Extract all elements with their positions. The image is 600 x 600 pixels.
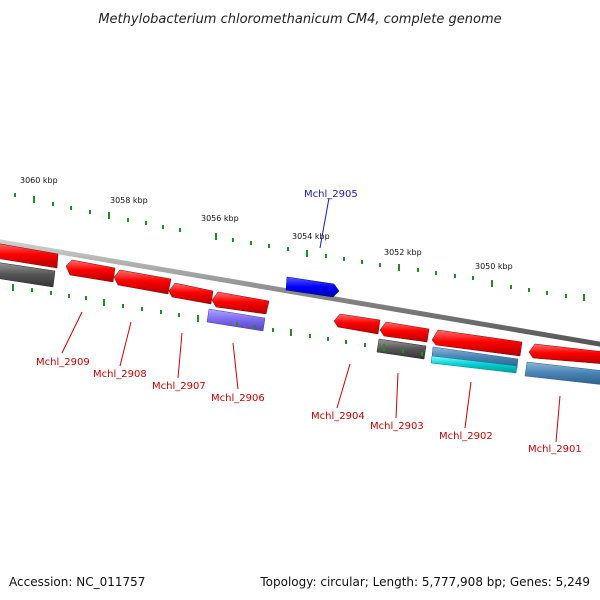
gene-annotation-gray[interactable]	[376, 338, 427, 360]
gene-annotation-cyan[interactable]	[430, 355, 518, 374]
gene-feature-mchl-2905[interactable]	[285, 276, 340, 298]
secondary-features	[0, 262, 600, 385]
outer-tick-ring	[14, 193, 585, 301]
reverse-strand-features	[0, 243, 600, 364]
gene-label-mchl-2906[interactable]: Mchl_2906	[211, 393, 265, 404]
gene-label-mchl-2905[interactable]: Mchl_2905	[304, 189, 358, 200]
gene-feature-left-edge[interactable]	[0, 243, 59, 269]
gene-label-mchl-2908[interactable]: Mchl_2908	[93, 369, 147, 380]
gene-feature-mchl-2903[interactable]	[379, 321, 430, 343]
accession-text: Accession: NC_011757	[9, 575, 145, 589]
gene-label-mchl-2902[interactable]: Mchl_2902	[439, 431, 493, 442]
gene-feature-mchl-2909[interactable]	[65, 259, 116, 283]
gene-label-mchl-2903[interactable]: Mchl_2903	[370, 421, 424, 432]
gene-label-mchl-2907[interactable]: Mchl_2907	[152, 381, 206, 392]
gene-label-mchl-2909[interactable]: Mchl_2909	[36, 357, 90, 368]
gene-feature-mchl-2901[interactable]	[528, 343, 600, 364]
gene-annotation-steelblue-right[interactable]	[524, 361, 600, 385]
gene-feature-mchl-2908[interactable]	[113, 269, 172, 295]
label-leader-lines	[61, 197, 561, 443]
gene-feature-mchl-2906[interactable]	[211, 291, 270, 315]
kbp-label: 3058 kbp	[110, 196, 148, 205]
genome-summary-text: Topology: circular; Length: 5,777,908 bp…	[259, 575, 590, 589]
map-title: Methylobacterium chloromethanicum CM4, c…	[98, 12, 501, 27]
gene-annotation-gray-left[interactable]	[0, 262, 56, 288]
inner-tick-ring	[12, 284, 423, 356]
genome-backbone	[0, 239, 600, 347]
kbp-label: 3056 kbp	[201, 214, 239, 223]
gene-feature-mchl-2904[interactable]	[333, 313, 381, 335]
gene-label-mchl-2901[interactable]: Mchl_2901	[528, 444, 582, 455]
gene-label-mchl-2904[interactable]: Mchl_2904	[311, 411, 365, 422]
gene-annotation-steelblue[interactable]	[431, 346, 519, 369]
gene-labels: Mchl_2909 Mchl_2908 Mchl_2907 Mchl_2906 …	[36, 189, 582, 455]
kbp-label: 3050 kbp	[475, 262, 513, 271]
kbp-label: 3054 kbp	[292, 232, 330, 241]
gene-feature-mchl-2907[interactable]	[168, 282, 214, 305]
kbp-label: 3060 kbp	[20, 176, 58, 185]
kbp-scale-labels: 3060 kbp 3058 kbp 3056 kbp 3054 kbp 3052…	[20, 176, 513, 271]
gene-annotation-purple[interactable]	[206, 308, 266, 332]
gene-feature-mchl-2902[interactable]	[431, 329, 523, 357]
kbp-label: 3052 kbp	[384, 248, 422, 257]
